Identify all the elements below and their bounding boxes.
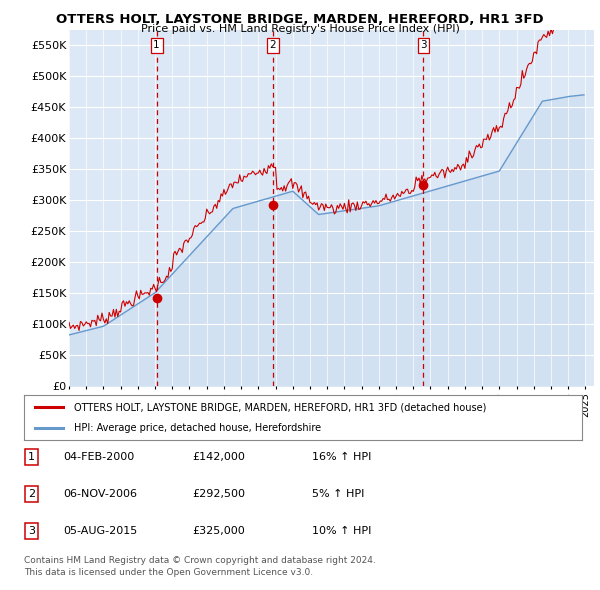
Text: HPI: Average price, detached house, Herefordshire: HPI: Average price, detached house, Here… xyxy=(74,422,322,432)
Text: 04-FEB-2000: 04-FEB-2000 xyxy=(63,453,134,462)
Text: 06-NOV-2006: 06-NOV-2006 xyxy=(63,489,137,499)
Text: 10% ↑ HPI: 10% ↑ HPI xyxy=(312,526,371,536)
Text: 16% ↑ HPI: 16% ↑ HPI xyxy=(312,453,371,462)
Text: 3: 3 xyxy=(420,40,427,50)
Text: 5% ↑ HPI: 5% ↑ HPI xyxy=(312,489,364,499)
Text: £325,000: £325,000 xyxy=(192,526,245,536)
Text: OTTERS HOLT, LAYSTONE BRIDGE, MARDEN, HEREFORD, HR1 3FD (detached house): OTTERS HOLT, LAYSTONE BRIDGE, MARDEN, HE… xyxy=(74,402,487,412)
Text: This data is licensed under the Open Government Licence v3.0.: This data is licensed under the Open Gov… xyxy=(24,568,313,577)
Text: 2: 2 xyxy=(269,40,276,50)
Text: 3: 3 xyxy=(28,526,35,536)
Text: 2: 2 xyxy=(28,489,35,499)
Text: 1: 1 xyxy=(154,40,160,50)
Text: 1: 1 xyxy=(28,453,35,462)
Text: Price paid vs. HM Land Registry's House Price Index (HPI): Price paid vs. HM Land Registry's House … xyxy=(140,24,460,34)
Text: £142,000: £142,000 xyxy=(192,453,245,462)
Text: 05-AUG-2015: 05-AUG-2015 xyxy=(63,526,137,536)
Text: OTTERS HOLT, LAYSTONE BRIDGE, MARDEN, HEREFORD, HR1 3FD: OTTERS HOLT, LAYSTONE BRIDGE, MARDEN, HE… xyxy=(56,13,544,26)
Text: £292,500: £292,500 xyxy=(192,489,245,499)
Text: Contains HM Land Registry data © Crown copyright and database right 2024.: Contains HM Land Registry data © Crown c… xyxy=(24,556,376,565)
